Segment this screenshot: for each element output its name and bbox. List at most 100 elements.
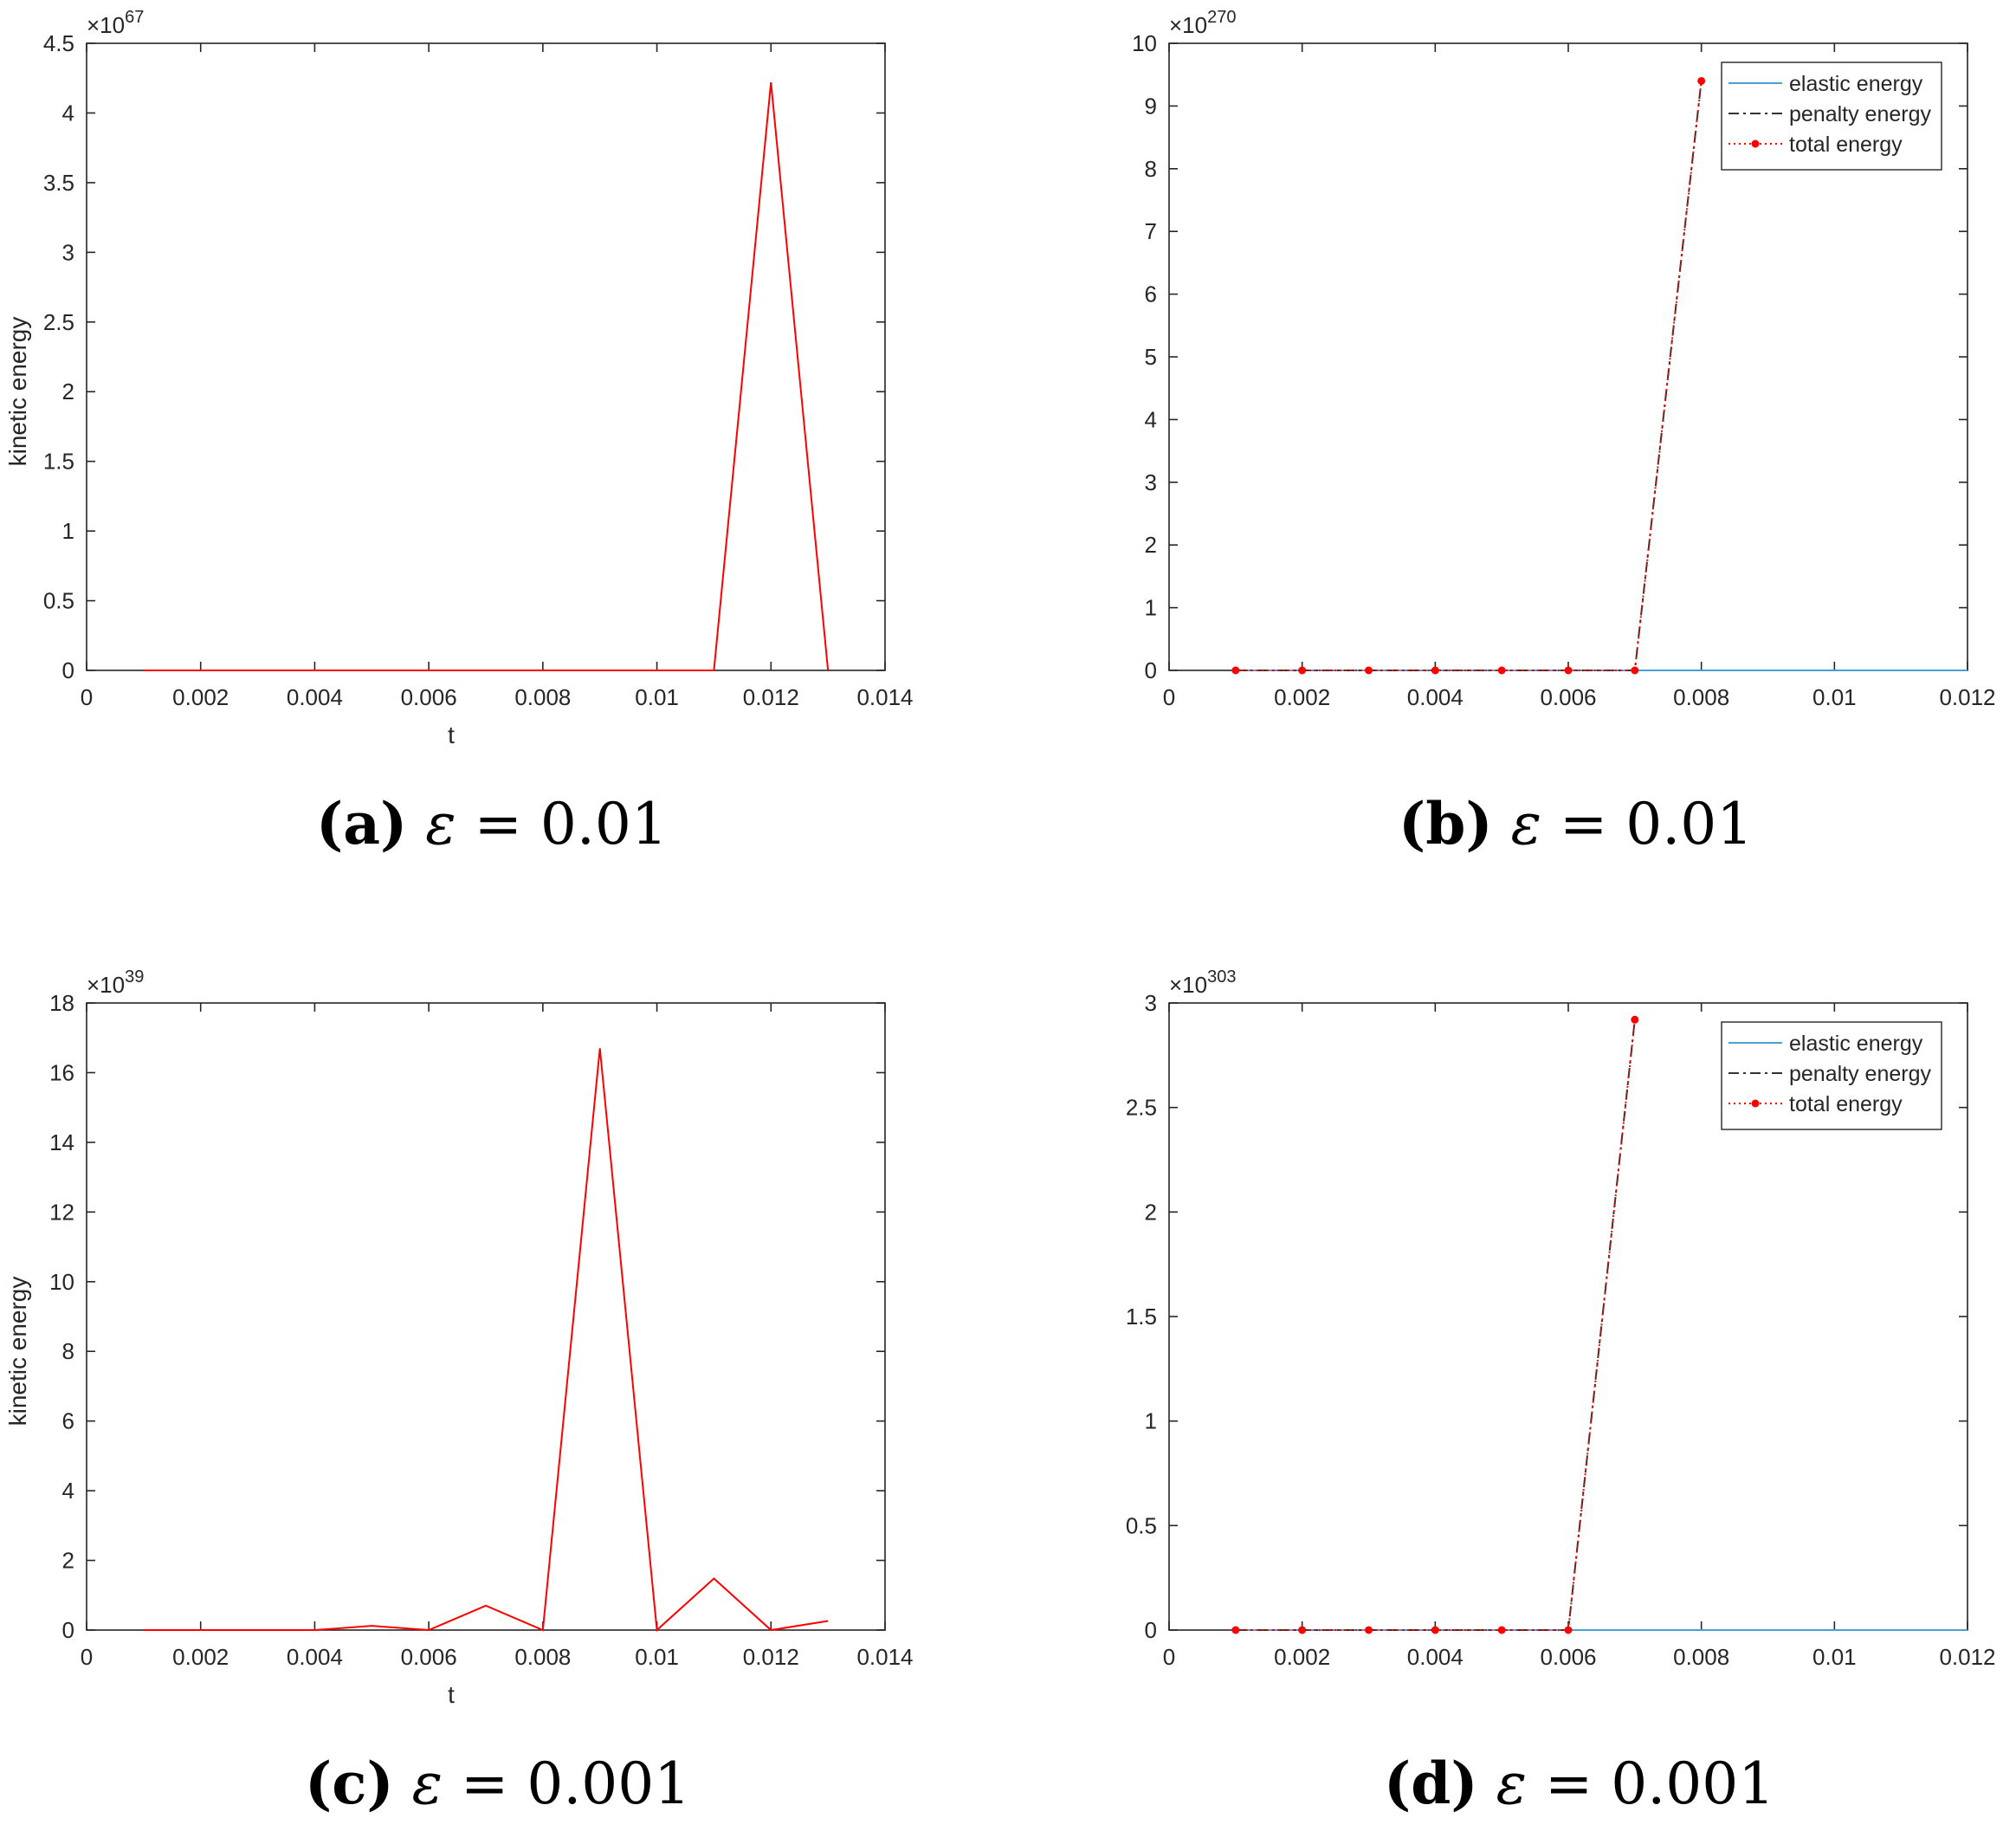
data-point-marker [1431,666,1439,675]
y-tick-label: 7 [1145,218,1157,244]
legend-box [1721,61,1942,171]
y-tick-label: 3 [1145,990,1157,1016]
y-tick-label: 1 [1145,595,1157,621]
y-exponent-power: 67 [125,8,144,27]
y-tick-label: 2.5 [43,309,74,335]
chart-panel-b: 0 0.002 0.004 0.006 0.008 0.01 0.012 0 1 2 3 4 5 6 7 8 9… [1132,8,1995,710]
caption-value: = 0.001 [1527,1750,1775,1817]
x-tick-label: 0.004 [287,1644,343,1670]
data-point-marker [1564,1626,1573,1634]
y-tick-label: 8 [62,1338,74,1364]
data-point-marker [1231,1626,1240,1634]
x-tick-label: 0.002 [172,1644,229,1670]
y-tick-label: 8 [1145,156,1157,182]
y-tick-label: 10 [1132,30,1157,56]
x-tick-label: 0 [1163,1644,1175,1670]
caption-label: (d) [1384,1750,1478,1817]
y-exponent-label: ×1067 [87,8,144,38]
x-tick-label: 0.006 [1540,1644,1596,1670]
x-tick-label: 0.006 [1540,684,1596,710]
data-point-marker [1497,1626,1506,1634]
legend-entry-label: elastic energy [1789,72,1923,96]
caption-a: (a) ε = 0.01 [316,790,668,857]
chart-panel-d: 0 0.002 0.004 0.006 0.008 0.01 0.012 0 0.5 1 1.5 2 2… [1126,967,1996,1670]
y-tick-label: 6 [1145,281,1157,307]
data-point-marker [1431,1626,1439,1634]
y-tick-label: 3 [1145,469,1157,495]
x-tick-label: 0 [1163,684,1175,710]
x-tick-label: 0.008 [514,1644,571,1670]
y-tick-label: 2 [62,379,74,404]
y-tick-label: 0 [62,1617,74,1643]
y-tick-label: 1.5 [43,449,74,475]
y-tick-label: 10 [49,1269,74,1295]
x-tick-label: 0.004 [287,684,343,710]
data-point-marker [1697,76,1706,85]
x-tick-label: 0.008 [514,684,571,710]
chart-panel-a: 0 0.002 0.004 0.006 0.008 0.01 0.012 0.014 0 0.5 1… [4,8,914,748]
x-tick-label: 0.012 [743,1644,799,1670]
legend-marker [1751,1099,1760,1108]
data-point-marker [1497,666,1506,675]
series-line-kinetic-energy [143,81,830,671]
data-point-marker [1298,666,1307,675]
y-exponent-power: 39 [125,967,144,987]
y-tick-label: 4.5 [43,30,74,56]
y-tick-label: 1 [1145,1408,1157,1434]
x-tick-label: 0.004 [1407,1644,1464,1670]
data-point-marker [1298,1626,1307,1634]
y-tick-label: 0 [62,657,74,683]
y-tick-label: 18 [49,990,74,1016]
legend-entry-label: elastic energy [1789,1032,1923,1056]
y-tick-label: 2 [62,1548,74,1574]
legend: elastic energy penalty energy total energy [1721,61,1942,171]
y-tick-label: 4 [62,100,74,126]
x-axis-label: t [448,721,455,748]
caption-value: = 0.01 [456,791,668,857]
y-tick-label: 5 [1145,344,1157,370]
x-tick-label: 0.004 [1407,684,1464,710]
caption-label: (b) [1399,790,1493,857]
data-point-marker [1231,666,1240,675]
legend-entry-label: penalty energy [1789,102,1932,126]
y-exponent-label: ×10303 [1169,967,1236,998]
y-tick-label: 0.5 [43,588,74,614]
legend-entry-label: penalty energy [1789,1062,1932,1086]
series-line-kinetic-energy [143,1048,829,1633]
x-tick-label: 0.01 [635,1644,679,1670]
x-axis-label: t [448,1681,455,1708]
x-tick-label: 0.008 [1673,684,1729,710]
y-tick-label: 16 [49,1059,74,1085]
caption-c: (c) ε = 0.001 [305,1750,690,1817]
data-point-marker [1365,1626,1373,1634]
y-tick-label: 2 [1145,1199,1157,1225]
data-point-marker [1631,666,1639,675]
y-exponent-power: 270 [1207,8,1236,27]
y-tick-label: 2.5 [1126,1095,1157,1121]
x-tick-label: 0.014 [856,1644,913,1670]
data-point-marker [1631,1015,1639,1024]
x-tick-label: 0.01 [1812,1644,1857,1670]
y-tick-label: 3.5 [43,170,74,196]
plot-frame [86,1002,886,1631]
x-tick-label: 0.01 [1812,684,1857,710]
caption-b: (b) ε = 0.01 [1399,790,1753,857]
y-tick-label: 3 [62,239,74,265]
plot-frame [86,42,886,671]
caption-epsilon: ε [411,1750,443,1817]
series-line-penalty-energy [1235,81,1703,671]
caption-epsilon: ε [425,791,456,857]
x-tick-label: 0.008 [1673,1644,1729,1670]
x-tick-label: 0.002 [1274,1644,1330,1670]
caption-d: (d) ε = 0.001 [1384,1750,1774,1817]
x-tick-label: 0.006 [401,684,457,710]
y-exponent-power: 303 [1207,967,1236,987]
y-tick-label: 1.5 [1126,1304,1157,1330]
x-tick-label: 0 [81,684,93,710]
y-exponent-label: ×10270 [1169,8,1236,38]
y-tick-label: 9 [1145,93,1157,119]
caption-epsilon: ε [1496,1750,1528,1817]
x-tick-label: 0.012 [743,684,799,710]
x-tick-label: 0.006 [401,1644,457,1670]
